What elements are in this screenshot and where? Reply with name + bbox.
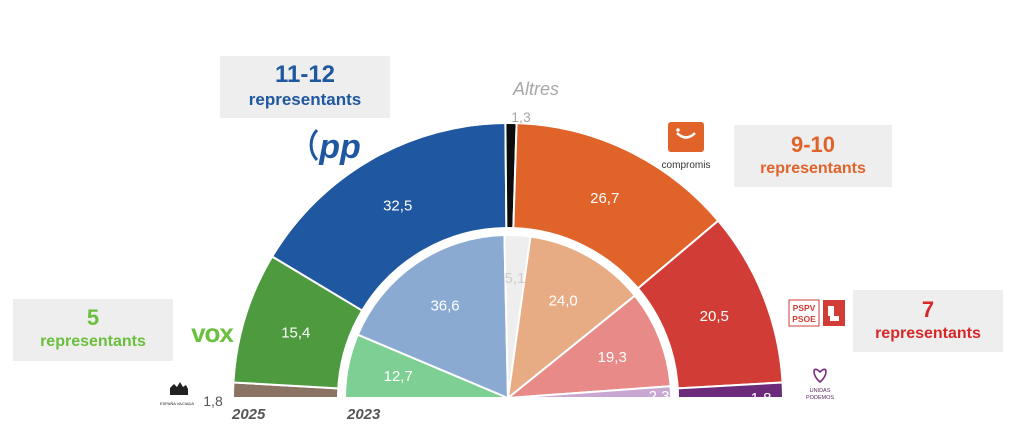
- pp-seats: 11-12: [274, 61, 336, 88]
- year-label-2023: 2023: [346, 406, 381, 423]
- psoe-seats-box: 7 representants: [853, 290, 1003, 352]
- psoe-logo-icon: PSPV PSOE: [788, 299, 845, 327]
- year-label-2025: 2025: [231, 406, 266, 423]
- outer-value-label-4: 26,7: [590, 190, 619, 207]
- value-labels: 1,8 15,4 32,5 1,3 26,7 20,5 1,8 12,7 36,6 5,1 24,0…: [203, 109, 771, 409]
- vox-logo-icon: vox: [191, 318, 235, 348]
- svg-text:compromis: compromis: [662, 160, 711, 171]
- inner-ring-slice-5: [507, 385, 673, 399]
- vox-seats-word: representants: [40, 333, 146, 350]
- outer-value-label-0: 1,8: [203, 393, 223, 409]
- altres-label: Altres: [512, 79, 559, 99]
- svg-text:ESPAÑA VACIADA: ESPAÑA VACIADA: [160, 401, 194, 406]
- svg-text:PSPV: PSPV: [793, 303, 816, 313]
- inner-value-label-3: 24,0: [549, 293, 578, 310]
- inner-ring-slice-3: [506, 235, 637, 401]
- outer-value-label-3: 1,3: [511, 109, 531, 125]
- outer-value-label-1: 15,4: [281, 325, 310, 342]
- svg-text:PODEMOS: PODEMOS: [806, 395, 834, 401]
- teruel-logo-icon: ESPAÑA VACIADA: [160, 382, 194, 406]
- outer-ring-slice-6: [676, 381, 785, 399]
- inner-value-label-0: 12,7: [384, 368, 413, 385]
- inner-value-label-1: 36,6: [430, 297, 459, 314]
- compromis-seats-word: representants: [760, 160, 866, 177]
- outer-value-label-5: 20,5: [700, 308, 729, 325]
- svg-text:UNIDAS: UNIDAS: [810, 388, 831, 394]
- outer-ring-2025: [231, 122, 785, 399]
- pp-seats-word: representants: [248, 90, 362, 109]
- inner-value-label-4: 19,3: [598, 349, 627, 366]
- svg-text:vox: vox: [191, 318, 234, 348]
- outer-ring-slice-2: [270, 122, 508, 312]
- svg-text:pp: pp: [318, 128, 361, 166]
- vox-seats: 5: [86, 305, 100, 330]
- svg-text:PSOE: PSOE: [792, 314, 816, 324]
- pp-logo-icon: pp: [309, 128, 361, 166]
- pp-seats-box: 11-12 representants: [220, 56, 390, 118]
- inner-value-label-5: 2,3: [649, 388, 670, 405]
- psoe-seats: 7: [921, 297, 935, 322]
- outer-value-label-2: 32,5: [383, 197, 412, 214]
- inner-ring-slice-1: [356, 234, 510, 400]
- podemos-logo-icon: UNIDAS PODEMOS: [806, 368, 834, 401]
- outer-value-label-6: 1,8: [751, 390, 772, 407]
- inner-ring-slice-4: [504, 294, 672, 400]
- compromis-seats-box: 9-10 representants: [734, 125, 892, 187]
- inner-ring-2023: [343, 234, 673, 401]
- psoe-seats-word: representants: [875, 325, 981, 342]
- vox-seats-box: 5 representants: [13, 299, 173, 361]
- inner-value-label-2: 5,1: [505, 270, 526, 287]
- compromis-logo-icon: compromis: [662, 122, 711, 171]
- compromis-seats: 9-10: [790, 132, 836, 157]
